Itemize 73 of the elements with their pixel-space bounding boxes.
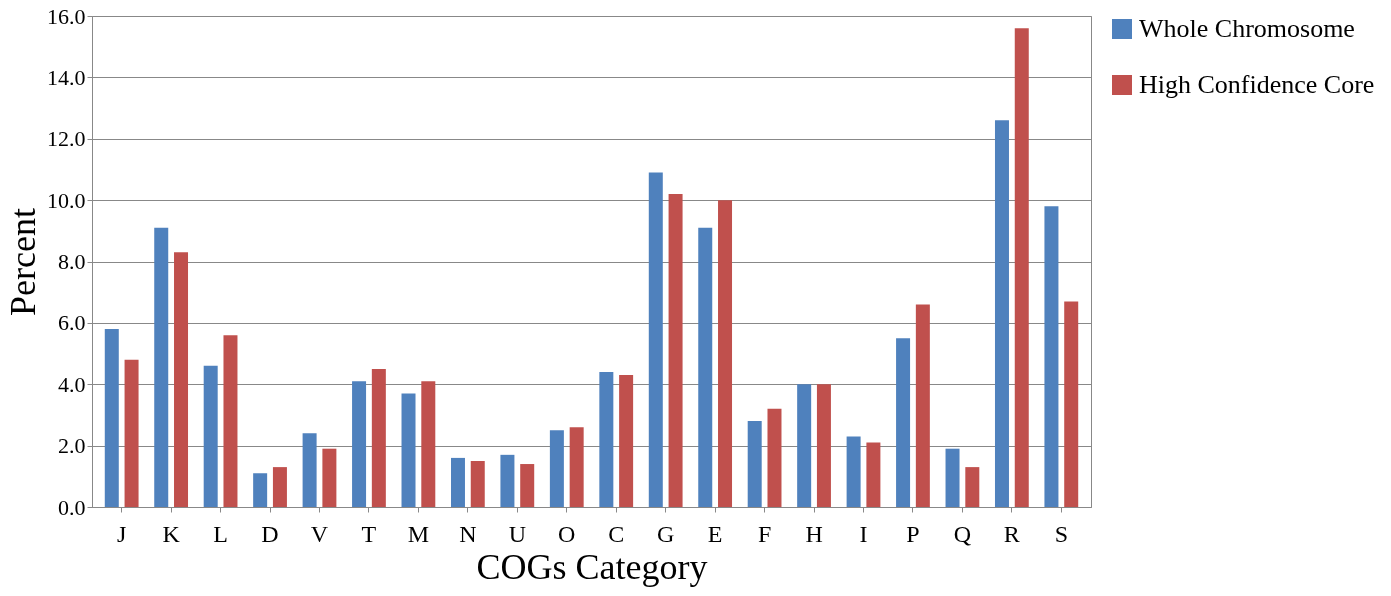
bar — [599, 371, 614, 507]
y-tick-label: 2.0 — [58, 433, 86, 459]
y-tick-label: 0.0 — [58, 494, 86, 520]
x-tick-label: N — [459, 520, 477, 547]
x-tick-label: I — [859, 520, 868, 547]
bar — [500, 454, 515, 507]
y-tick-label: 10.0 — [47, 187, 86, 213]
bar — [747, 421, 762, 507]
bar — [718, 200, 733, 507]
x-tick-label: P — [906, 520, 920, 547]
x-tick-label: V — [310, 520, 329, 547]
y-tick-label: 14.0 — [47, 64, 86, 90]
bar — [1044, 206, 1059, 507]
bar — [352, 381, 367, 507]
bar — [470, 460, 485, 507]
bar — [520, 464, 535, 507]
x-tick-label: U — [508, 520, 526, 547]
x-tick-label: K — [162, 520, 181, 547]
bar — [401, 393, 416, 507]
bar — [272, 467, 287, 507]
x-tick-label: M — [407, 520, 430, 547]
bar — [915, 304, 930, 507]
y-tick-label: 8.0 — [58, 249, 86, 274]
y-tick-label: 12.0 — [47, 126, 86, 152]
bar — [253, 473, 268, 507]
bar — [994, 120, 1009, 507]
bar — [450, 457, 465, 507]
bar — [767, 408, 782, 507]
bar — [945, 448, 960, 507]
bar — [322, 448, 337, 507]
x-tick-label: E — [707, 520, 723, 547]
legend-label: High Confidence Core — [1139, 70, 1375, 99]
bar — [371, 368, 386, 507]
x-axis-title: COGs Category — [476, 546, 708, 587]
bar — [846, 436, 861, 507]
bar — [1064, 301, 1079, 507]
bar — [203, 365, 218, 507]
x-tick-label: O — [558, 520, 576, 547]
bar — [549, 430, 564, 507]
x-tick-label: J — [117, 520, 127, 547]
x-tick-label: S — [1054, 520, 1069, 547]
bar — [174, 252, 189, 507]
x-tick-label: R — [1003, 520, 1020, 547]
bar — [668, 193, 683, 507]
y-tick-label: 6.0 — [58, 310, 86, 336]
x-tick-label: L — [213, 520, 228, 547]
bar — [965, 467, 980, 507]
x-tick-label: D — [261, 520, 279, 547]
bar — [124, 359, 139, 507]
legend-label: Whole Chromosome — [1139, 14, 1355, 43]
x-tick-label: H — [805, 520, 823, 547]
bar — [866, 442, 881, 507]
bar — [619, 375, 634, 507]
y-tick-label: 16.0 — [47, 3, 86, 29]
bar — [421, 381, 436, 507]
bar — [816, 384, 831, 507]
bar — [302, 433, 317, 507]
bar — [1014, 28, 1029, 507]
bar — [698, 227, 713, 507]
bar — [896, 338, 911, 507]
y-axis-title: Percent — [3, 208, 43, 316]
x-tick-label: Q — [953, 520, 972, 547]
bar — [223, 335, 238, 507]
bar — [104, 329, 119, 507]
y-tick-label: 4.0 — [58, 371, 86, 397]
x-tick-label: F — [757, 520, 772, 547]
x-tick-label: T — [361, 520, 377, 547]
bar — [797, 384, 812, 507]
bar — [648, 172, 663, 507]
bar — [154, 227, 169, 507]
bar — [569, 427, 584, 507]
x-tick-label: G — [657, 520, 675, 547]
x-tick-label: C — [608, 520, 625, 547]
